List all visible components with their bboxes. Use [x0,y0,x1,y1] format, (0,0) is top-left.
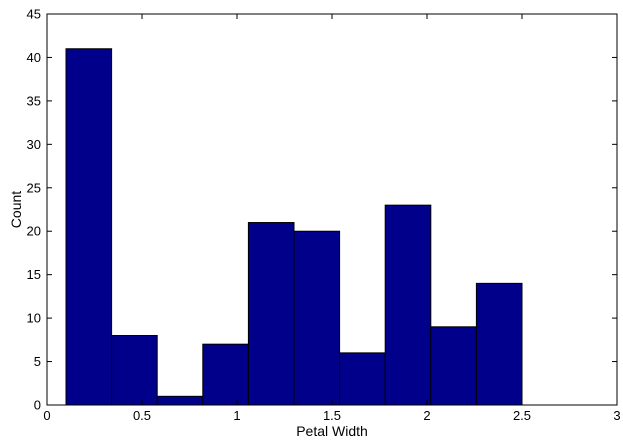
y-tick-label: 0 [34,398,41,413]
y-tick-label: 15 [27,267,41,282]
histogram-bar-8 [384,204,432,406]
bars-layer [65,48,523,406]
histogram-bar-1 [65,48,113,406]
plot-area-frame [46,13,618,406]
y-tick-label: 30 [27,137,41,152]
x-tick-label: 1.5 [323,408,341,423]
histogram-bar-6 [293,230,341,406]
x-tick-label: 2.5 [513,408,531,423]
x-tick-label: 3 [613,408,620,423]
histogram-bar-7 [339,352,386,406]
y-tick-label: 45 [27,7,41,22]
histogram-bar-3 [156,395,204,406]
x-tick-label: 0 [43,408,50,423]
x-tick-label: 2 [423,408,430,423]
x-tick-label: 1 [233,408,240,423]
y-tick-label: 25 [27,180,41,195]
histogram-bar-2 [111,334,158,406]
y-tick-label: 35 [27,93,41,108]
y-axis-title: Count [8,191,24,228]
y-tick-label: 20 [27,224,41,239]
y-tick-label: 40 [27,50,41,65]
histogram-bar-5 [247,222,295,406]
histogram-bar-10 [475,282,523,406]
histogram-bar-4 [202,343,249,406]
x-tick-label: 0.5 [133,408,151,423]
histogram-bar-9 [430,326,477,406]
y-tick-label: 5 [34,354,41,369]
x-axis-title: Petal Width [296,423,368,439]
y-tick-label: 10 [27,311,41,326]
